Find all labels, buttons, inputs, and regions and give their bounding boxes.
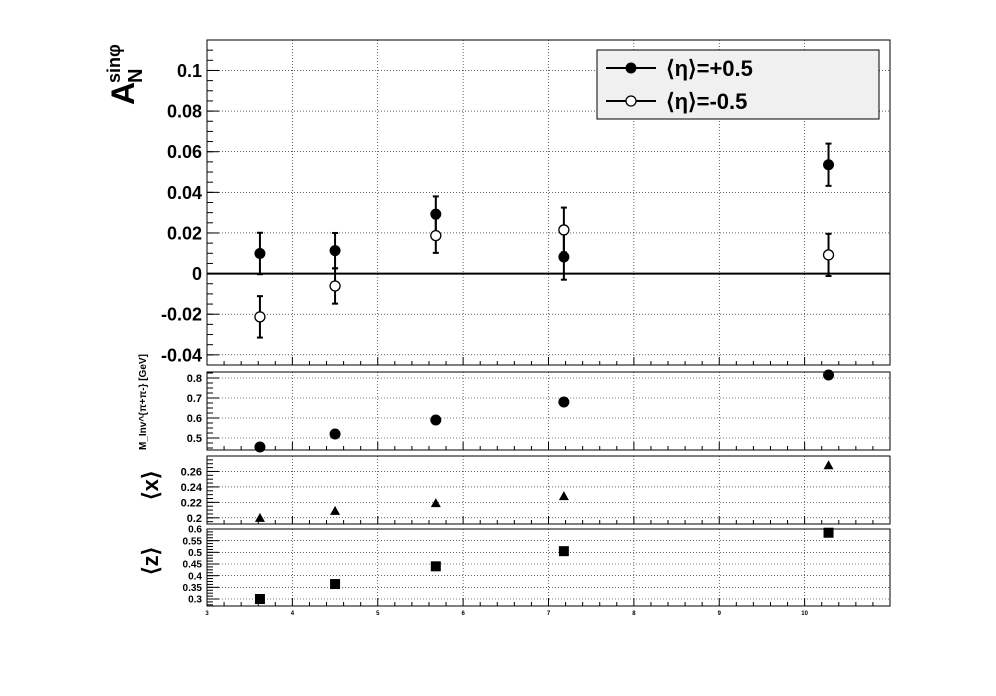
- legend-box: [596, 49, 880, 120]
- data-point: [823, 527, 834, 538]
- data-point: [430, 561, 441, 572]
- data-point: [558, 251, 570, 263]
- legend: ⟨η⟩=+0.5 ⟨η⟩=-0.5: [596, 49, 880, 120]
- y-axis-title-z: ⟨z⟩: [138, 547, 163, 575]
- y-tick-label: 0.3: [188, 595, 202, 606]
- data-point: [823, 460, 834, 470]
- y-tick-label: 0: [192, 264, 202, 284]
- y-tick-label: 0.35: [183, 583, 203, 594]
- y-tick-label: 0.5: [187, 433, 202, 445]
- y-tick-label: 0.26: [181, 466, 202, 478]
- x-tick-label: 9: [718, 611, 722, 617]
- data-point: [558, 396, 570, 408]
- data-point: [430, 229, 442, 242]
- x-tick-label: 5: [376, 611, 380, 617]
- data-point: [822, 249, 835, 261]
- y-tick-label: 0.55: [183, 536, 203, 547]
- data-point: [330, 579, 341, 590]
- x-tick-label: 3: [205, 611, 209, 617]
- legend-label: ⟨η⟩=+0.5: [666, 56, 753, 81]
- legend-marker: [625, 95, 637, 107]
- y-axis-title-sup: sinφ: [104, 44, 124, 83]
- y-axis-title-z-text: ⟨z⟩: [138, 547, 163, 575]
- data-point: [254, 441, 266, 453]
- y-tick-label: 0.02: [167, 223, 202, 243]
- y-axis-title-main: A: [105, 82, 141, 105]
- data-point: [430, 414, 442, 426]
- data-point: [329, 280, 341, 292]
- legend-marker: [625, 62, 637, 74]
- y-axis-title-x: ⟨x⟩: [138, 471, 163, 500]
- x-tick-label: 4: [291, 611, 295, 617]
- data-point: [329, 428, 341, 440]
- x-tick-label: 8: [632, 611, 636, 617]
- y-tick-label: 0.2: [187, 513, 202, 525]
- y-axis-title-sub: N: [125, 69, 147, 83]
- legend-label: ⟨η⟩=-0.5: [666, 89, 747, 114]
- data-point: [558, 224, 570, 236]
- y-tick-label: 0.8: [187, 373, 202, 385]
- y-axis-title-x-text: ⟨x⟩: [138, 471, 163, 500]
- series-eta-minus: [254, 206, 835, 339]
- x-tick-label: 10: [801, 611, 808, 617]
- data-point: [823, 369, 835, 381]
- mass-panel: 0.5 0.6 0.7 0.8: [187, 369, 891, 453]
- y-tick-label: 0.1: [177, 61, 202, 81]
- data-point: [823, 159, 835, 171]
- x-tick-label: 7: [547, 611, 551, 617]
- y-tick-label: 0.6: [188, 525, 202, 536]
- y-tick-label: -0.04: [161, 345, 202, 365]
- data-point: [330, 505, 341, 515]
- data-point: [430, 498, 441, 508]
- mean-z-panel: 0.30.350.40.450.50.550.6 3 4 5 6 7 8 9 10: [183, 525, 891, 617]
- y-tick-label: 0.24: [181, 482, 203, 494]
- data-point: [254, 311, 266, 323]
- mean-x-panel: 0.2 0.22 0.24 0.26: [181, 455, 891, 525]
- y-tick-label: 0.5: [188, 548, 202, 559]
- y-tick-label: 0.6: [187, 413, 202, 425]
- data-point: [558, 491, 569, 501]
- y-axis-title-mass: M_Inv^{π+π-} [GeV]: [138, 354, 149, 450]
- y-tick-label: 0.4: [188, 571, 202, 582]
- x-tick-label: 6: [461, 611, 465, 617]
- y-tick-label: 0.7: [187, 393, 202, 405]
- y-tick-label: 0.04: [167, 183, 202, 203]
- y-tick-label: 0.45: [183, 560, 203, 571]
- data-point: [254, 247, 266, 259]
- data-point: [254, 594, 265, 604]
- data-point: [329, 245, 341, 257]
- data-point: [254, 512, 265, 522]
- y-tick-label: 0.22: [181, 497, 202, 509]
- y-tick-label: 0.06: [167, 142, 202, 162]
- data-point: [558, 546, 569, 557]
- y-tick-label: -0.02: [161, 305, 202, 325]
- y-axis-title-mass-text: M_Inv^{π+π-} [GeV]: [138, 354, 149, 450]
- y-tick-label: 0.08: [167, 102, 202, 122]
